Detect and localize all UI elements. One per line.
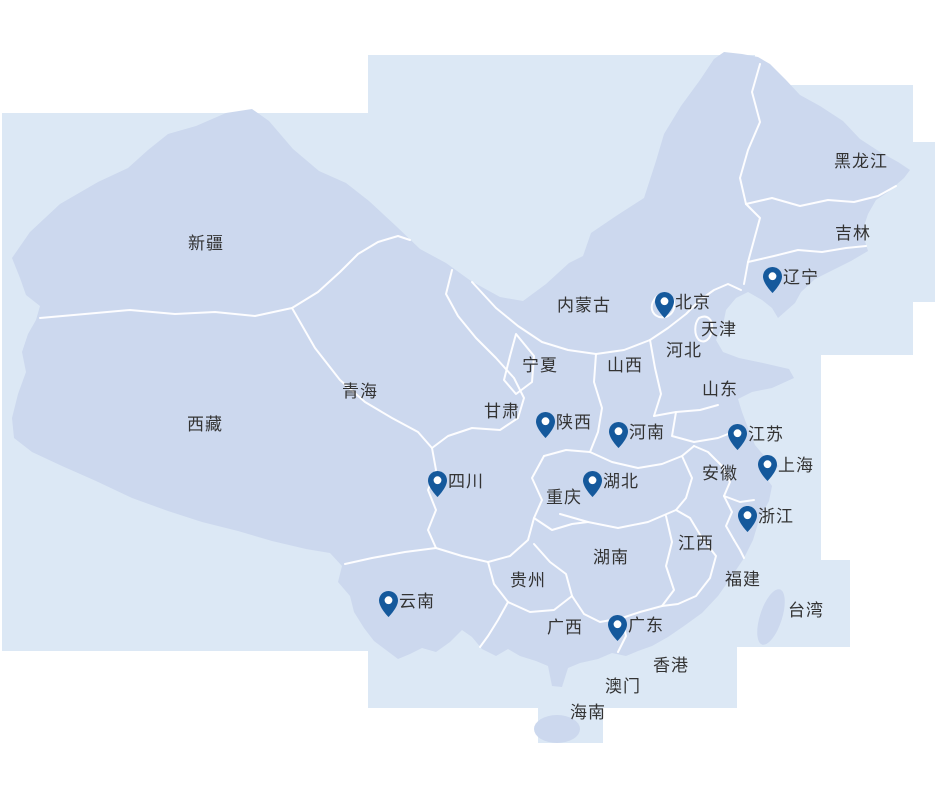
province-label: 宁夏 — [522, 356, 558, 375]
province-label: 台湾 — [788, 601, 824, 620]
location-pin-icon — [762, 267, 782, 293]
province-label: 内蒙古 — [557, 296, 611, 315]
province-label: 北京 — [675, 293, 711, 312]
province-label: 青海 — [342, 382, 378, 401]
province-label: 黑龙江 — [834, 152, 888, 171]
province-label: 海南 — [570, 703, 606, 722]
province-label: 山西 — [607, 356, 643, 375]
location-pin-icon — [378, 591, 398, 617]
map-pin[interactable] — [535, 412, 555, 438]
province-label: 云南 — [399, 592, 435, 611]
location-pin-icon — [654, 292, 674, 318]
province-label: 辽宁 — [783, 268, 819, 287]
map-pin[interactable] — [608, 422, 628, 448]
province-label: 河北 — [666, 341, 702, 360]
province-label: 四川 — [448, 472, 484, 491]
province-label: 湖北 — [603, 472, 639, 491]
province-label: 上海 — [778, 456, 814, 475]
province-label: 天津 — [701, 320, 737, 339]
province-label: 广东 — [628, 616, 664, 635]
location-pin-icon — [607, 615, 627, 641]
map-tile — [913, 142, 935, 302]
map-pin[interactable] — [727, 424, 747, 450]
hainan-island — [534, 715, 580, 743]
province-label: 福建 — [725, 570, 761, 589]
province-label: 吉林 — [835, 224, 871, 243]
province-label: 西藏 — [187, 415, 223, 434]
location-pin-icon — [535, 412, 555, 438]
map-pin[interactable] — [607, 615, 627, 641]
province-label: 贵州 — [510, 571, 546, 590]
province-label: 安徽 — [702, 464, 738, 483]
province-label: 山东 — [702, 380, 738, 399]
location-pin-icon — [727, 424, 747, 450]
taiwan-island — [757, 589, 785, 645]
map-pin[interactable] — [654, 292, 674, 318]
map-pin[interactable] — [378, 591, 398, 617]
province-label: 新疆 — [188, 234, 224, 253]
province-label: 江西 — [678, 534, 714, 553]
map-pin[interactable] — [427, 471, 447, 497]
province-label: 广西 — [547, 618, 583, 637]
location-pin-icon — [608, 422, 628, 448]
china-landmass — [12, 52, 910, 687]
province-label: 香港 — [653, 656, 689, 675]
province-label: 浙江 — [758, 507, 794, 526]
province-label: 陕西 — [556, 413, 592, 432]
location-pin-icon — [582, 471, 602, 497]
province-label: 重庆 — [546, 488, 582, 507]
province-label: 河南 — [629, 423, 665, 442]
province-label: 江苏 — [748, 425, 784, 444]
province-label: 甘肃 — [484, 402, 520, 421]
location-pin-icon — [427, 471, 447, 497]
map-pin[interactable] — [762, 267, 782, 293]
province-label: 湖南 — [593, 548, 629, 567]
province-label: 澳门 — [605, 677, 641, 696]
location-pin-icon — [737, 506, 757, 532]
map-pin[interactable] — [757, 455, 777, 481]
location-pin-icon — [757, 455, 777, 481]
map-pin[interactable] — [582, 471, 602, 497]
map-pin[interactable] — [737, 506, 757, 532]
